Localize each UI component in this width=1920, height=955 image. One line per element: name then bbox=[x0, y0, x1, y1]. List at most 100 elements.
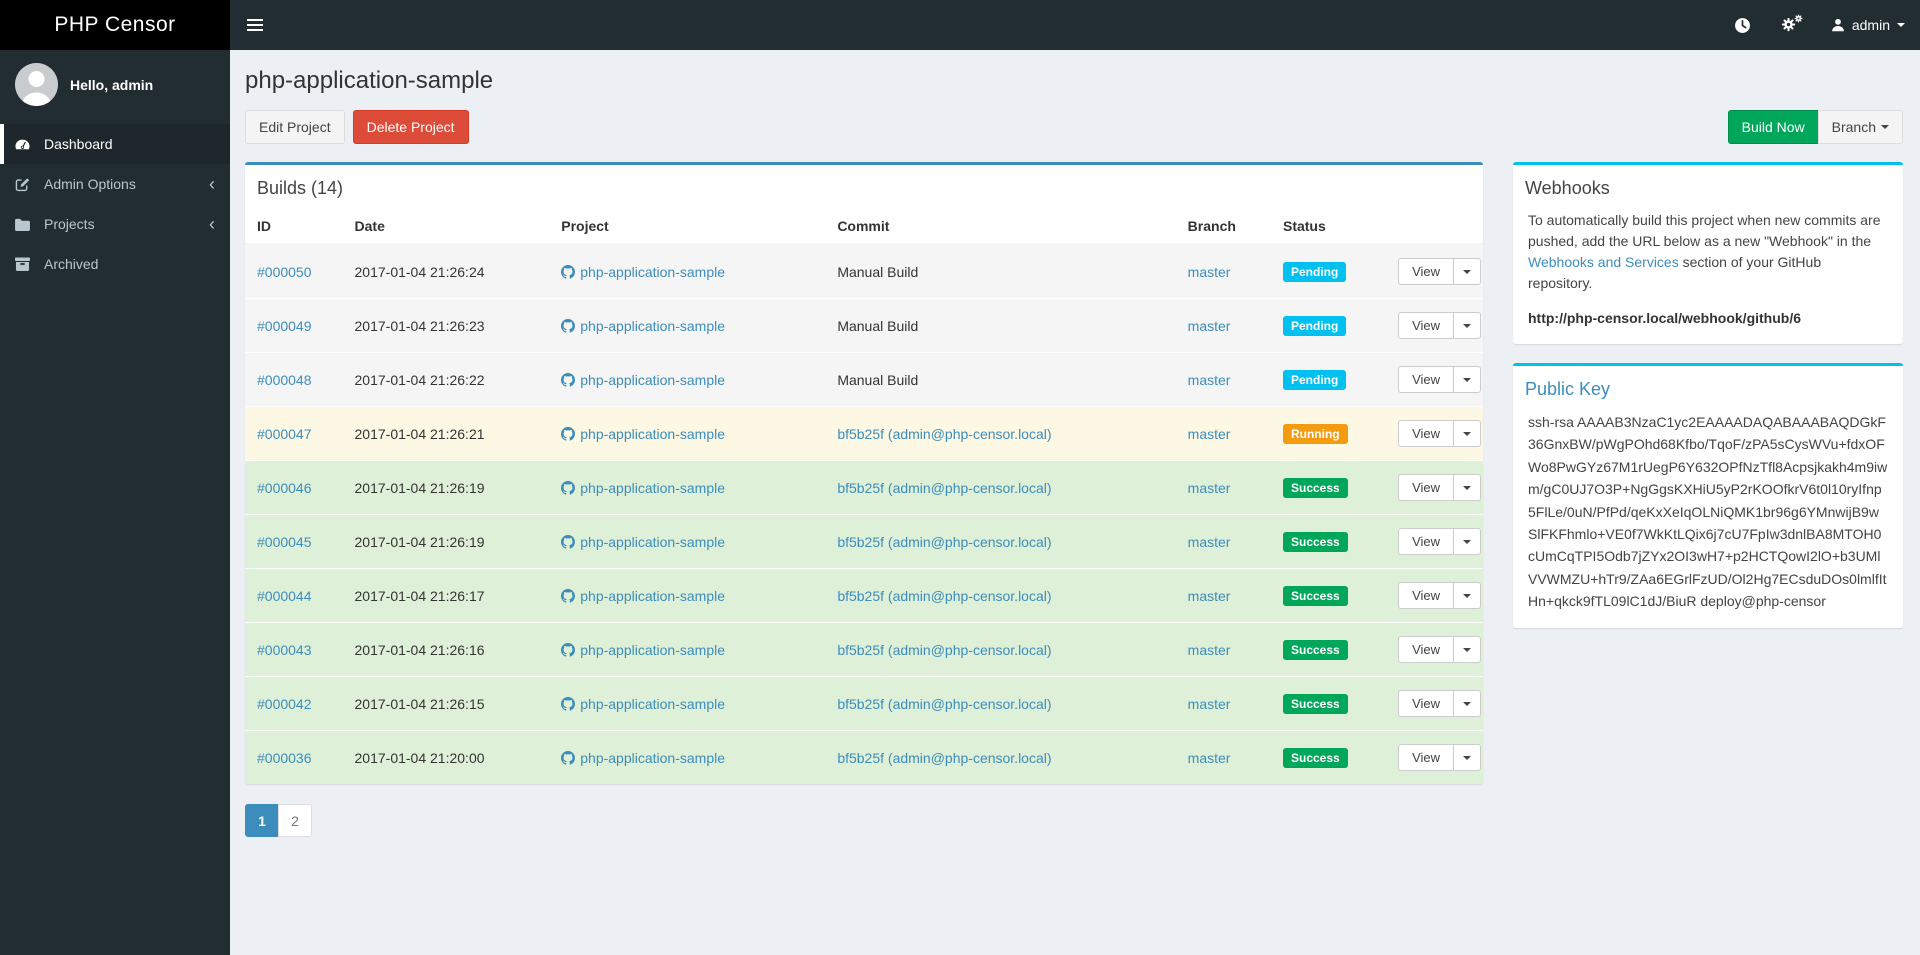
clock-icon bbox=[1734, 17, 1751, 34]
build-id-link[interactable]: #000048 bbox=[257, 371, 312, 388]
builds-table-body: #000050 2017-01-04 21:26:24 php-applicat… bbox=[245, 243, 1483, 784]
user-menu-button[interactable]: admin bbox=[1816, 0, 1920, 50]
webhooks-services-link[interactable]: Webhooks and Services bbox=[1528, 254, 1679, 270]
build-id-link[interactable]: #000046 bbox=[257, 479, 312, 496]
build-id-link[interactable]: #000049 bbox=[257, 317, 312, 334]
branch-link[interactable]: master bbox=[1187, 425, 1231, 442]
column-header-actions bbox=[1390, 208, 1483, 245]
pagination-page-1[interactable]: 1 bbox=[245, 804, 279, 837]
view-button[interactable]: View bbox=[1398, 690, 1455, 717]
sidebar-menu: Dashboard Admin Options ‹ Projects ‹ bbox=[0, 124, 230, 284]
view-dropdown-button[interactable] bbox=[1453, 366, 1482, 393]
branch-link[interactable]: master bbox=[1187, 263, 1231, 280]
clock-icon-button[interactable] bbox=[1719, 0, 1766, 50]
build-id-link[interactable]: #000043 bbox=[257, 641, 312, 658]
branch-link[interactable]: master bbox=[1187, 587, 1231, 604]
view-button[interactable]: View bbox=[1398, 258, 1455, 285]
project-link[interactable]: php-application-sample bbox=[561, 318, 725, 334]
edit-project-button[interactable]: Edit Project bbox=[245, 110, 345, 144]
username-label: admin bbox=[1851, 17, 1890, 33]
build-id-link[interactable]: #000036 bbox=[257, 749, 312, 766]
build-id-link[interactable]: #000045 bbox=[257, 533, 312, 550]
build-commit-link[interactable]: bf5b25f (admin@php-censor.local) bbox=[837, 695, 1052, 712]
branch-link[interactable]: master bbox=[1187, 749, 1231, 766]
caret-down-icon bbox=[1463, 701, 1472, 706]
project-name: php-application-sample bbox=[580, 587, 726, 604]
view-dropdown-button[interactable] bbox=[1453, 528, 1482, 555]
view-dropdown-button[interactable] bbox=[1453, 420, 1482, 447]
table-row: #000047 2017-01-04 21:26:21 php-applicat… bbox=[245, 406, 1483, 461]
app-logo[interactable]: PHP Censor bbox=[0, 0, 230, 50]
build-commit-link[interactable]: bf5b25f (admin@php-censor.local) bbox=[837, 749, 1052, 766]
build-commit-link[interactable]: bf5b25f (admin@php-censor.local) bbox=[837, 641, 1052, 658]
view-button[interactable]: View bbox=[1398, 312, 1455, 339]
view-dropdown-button[interactable] bbox=[1453, 636, 1482, 663]
navbar-right: admin bbox=[1719, 0, 1920, 50]
project-name: php-application-sample bbox=[580, 371, 726, 388]
project-link[interactable]: php-application-sample bbox=[561, 750, 725, 766]
project-link[interactable]: php-application-sample bbox=[561, 534, 725, 550]
view-button[interactable]: View bbox=[1398, 636, 1455, 663]
view-button[interactable]: View bbox=[1398, 582, 1455, 609]
project-link[interactable]: php-application-sample bbox=[561, 426, 725, 442]
build-commit-link[interactable]: bf5b25f (admin@php-censor.local) bbox=[837, 533, 1052, 550]
project-link[interactable]: php-application-sample bbox=[561, 480, 725, 496]
project-link[interactable]: php-application-sample bbox=[561, 642, 725, 658]
view-dropdown-button[interactable] bbox=[1453, 690, 1482, 717]
sidebar-item-archived[interactable]: Archived bbox=[0, 244, 230, 284]
view-dropdown-button[interactable] bbox=[1453, 474, 1482, 501]
sidebar-item-admin-options[interactable]: Admin Options ‹ bbox=[0, 164, 230, 204]
project-name: php-application-sample bbox=[580, 317, 726, 334]
branch-link[interactable]: master bbox=[1187, 317, 1231, 334]
build-date: 2017-01-04 21:20:00 bbox=[346, 730, 554, 784]
project-link[interactable]: php-application-sample bbox=[561, 264, 725, 280]
sidebar-toggle-button[interactable] bbox=[230, 0, 280, 50]
caret-down-icon bbox=[1463, 647, 1472, 652]
sidebar-item-dashboard[interactable]: Dashboard bbox=[0, 124, 230, 164]
view-button-group: View bbox=[1398, 744, 1482, 771]
build-id-link[interactable]: #000044 bbox=[257, 587, 312, 604]
branch-link[interactable]: master bbox=[1187, 641, 1231, 658]
view-button[interactable]: View bbox=[1398, 474, 1455, 501]
branch-dropdown-button[interactable]: Branch bbox=[1817, 110, 1903, 144]
view-button[interactable]: View bbox=[1398, 366, 1455, 393]
navbar-main: admin bbox=[230, 0, 1920, 50]
build-commit-link[interactable]: bf5b25f (admin@php-censor.local) bbox=[837, 479, 1052, 496]
status-badge: Success bbox=[1282, 531, 1348, 552]
project-name: php-application-sample bbox=[580, 263, 726, 280]
pagination: 1 2 bbox=[245, 804, 312, 837]
project-link[interactable]: php-application-sample bbox=[561, 696, 725, 712]
view-dropdown-button[interactable] bbox=[1453, 258, 1482, 285]
view-dropdown-button[interactable] bbox=[1453, 744, 1482, 771]
sidebar-item-label: Dashboard bbox=[44, 136, 113, 152]
view-button-group: View bbox=[1398, 420, 1482, 447]
build-id-link[interactable]: #000042 bbox=[257, 695, 312, 712]
sidebar-item-projects[interactable]: Projects ‹ bbox=[0, 204, 230, 244]
view-button[interactable]: View bbox=[1398, 744, 1455, 771]
branch-link[interactable]: master bbox=[1187, 371, 1231, 388]
build-now-button[interactable]: Build Now bbox=[1727, 110, 1819, 144]
view-dropdown-button[interactable] bbox=[1453, 312, 1482, 339]
sidebar-item-label: Projects bbox=[44, 216, 95, 232]
pagination-page-2[interactable]: 2 bbox=[278, 804, 312, 837]
delete-project-button[interactable]: Delete Project bbox=[352, 110, 469, 144]
build-commit-link[interactable]: bf5b25f (admin@php-censor.local) bbox=[837, 587, 1052, 604]
build-id-link[interactable]: #000047 bbox=[257, 425, 312, 442]
build-commit-link[interactable]: bf5b25f (admin@php-censor.local) bbox=[837, 425, 1052, 442]
project-name: php-application-sample bbox=[580, 695, 726, 712]
github-icon bbox=[561, 318, 576, 333]
sidebar-item-label: Archived bbox=[44, 256, 99, 272]
view-dropdown-button[interactable] bbox=[1453, 582, 1482, 609]
branch-link[interactable]: master bbox=[1187, 533, 1231, 550]
build-date: 2017-01-04 21:26:19 bbox=[346, 460, 554, 515]
project-link[interactable]: php-application-sample bbox=[561, 588, 725, 604]
project-link[interactable]: php-application-sample bbox=[561, 372, 725, 388]
view-button[interactable]: View bbox=[1398, 420, 1455, 447]
build-id-link[interactable]: #000050 bbox=[257, 263, 312, 280]
view-button[interactable]: View bbox=[1398, 528, 1455, 555]
table-row: #000046 2017-01-04 21:26:19 php-applicat… bbox=[245, 460, 1483, 515]
branch-link[interactable]: master bbox=[1187, 479, 1231, 496]
branch-link[interactable]: master bbox=[1187, 695, 1231, 712]
build-date: 2017-01-04 21:26:23 bbox=[346, 298, 554, 353]
settings-button[interactable] bbox=[1766, 0, 1816, 50]
